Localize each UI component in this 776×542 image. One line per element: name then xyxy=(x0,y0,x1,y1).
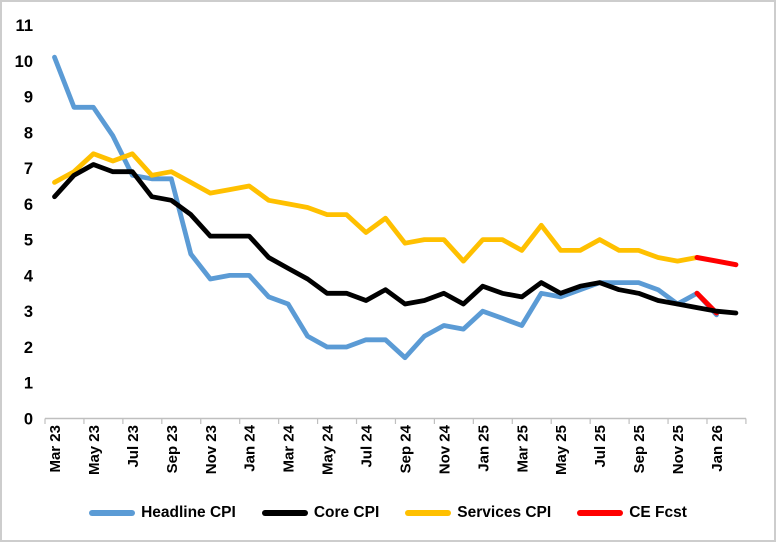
chart-legend: Headline CPI Core CPI Services CPI CE Fcst xyxy=(2,504,774,522)
legend-swatch-ce-fcst xyxy=(577,510,624,516)
x-tick-label: Jan 25 xyxy=(475,425,492,472)
x-tick-label: Mar 25 xyxy=(514,425,531,473)
legend-swatch-headline-cpi xyxy=(89,510,136,516)
x-tick-label: Mar 23 xyxy=(47,425,64,473)
x-tick-label: Nov 25 xyxy=(670,425,687,474)
y-tick-label: 11 xyxy=(16,17,33,35)
series-line-core-cpi xyxy=(52,162,739,316)
y-tick-label: 3 xyxy=(24,303,33,321)
x-tick-label: Jul 23 xyxy=(125,425,142,468)
forecast-line-ce-fcst xyxy=(694,255,739,268)
legend-swatch-core-cpi xyxy=(261,510,308,516)
legend-label-services-cpi: Services CPI xyxy=(457,504,552,521)
y-tick-label: 7 xyxy=(24,160,33,178)
x-tick-label: May 24 xyxy=(320,424,337,475)
legend-label-ce-fcst: CE Fcst xyxy=(629,504,687,521)
y-tick-label: 2 xyxy=(24,339,33,357)
x-tick-label: Jan 26 xyxy=(709,425,726,472)
cpi-line-chart: 0 1 2 3 4 5 6 7 8 9 10 11 Mar 23 May 23 Jul 23 Sep 23 No… xyxy=(15,17,747,475)
x-tick-label: Mar 24 xyxy=(281,424,298,472)
legend-swatch-services-cpi xyxy=(405,510,452,516)
y-tick-label: 0 xyxy=(24,411,33,429)
x-tick-label: Sep 23 xyxy=(164,425,181,473)
x-tick-label: Jan 24 xyxy=(242,424,259,471)
x-tick-label: Sep 24 xyxy=(397,424,414,473)
legend-item-headline-cpi: Headline CPI xyxy=(89,504,236,522)
y-tick-label: 6 xyxy=(24,196,33,214)
x-tick-label: May 23 xyxy=(86,425,103,475)
x-tick-label: Nov 24 xyxy=(436,424,453,474)
legend-item-services-cpi: Services CPI xyxy=(405,504,551,522)
x-tick-label: Sep 25 xyxy=(631,425,648,473)
x-tick-label: Jul 25 xyxy=(592,425,609,468)
legend-label-core-cpi: Core CPI xyxy=(313,504,380,521)
y-tick-label: 1 xyxy=(24,375,33,393)
series-line-services-cpi xyxy=(52,151,700,264)
y-tick-label: 5 xyxy=(24,232,33,250)
y-tick-label: 8 xyxy=(24,124,33,142)
legend-label-headline-cpi: Headline CPI xyxy=(141,504,236,521)
x-tick-label: Jul 24 xyxy=(359,424,376,467)
legend-item-ce-fcst: CE Fcst xyxy=(577,504,687,522)
series-line-headline-cpi xyxy=(52,54,719,361)
x-tick-label: May 25 xyxy=(553,425,570,475)
y-tick-label: 4 xyxy=(24,267,34,285)
legend-item-core-cpi: Core CPI xyxy=(261,504,380,522)
y-tick-label: 9 xyxy=(24,89,33,107)
x-tick-label: Nov 23 xyxy=(203,425,220,474)
y-tick-label: 10 xyxy=(15,53,33,71)
